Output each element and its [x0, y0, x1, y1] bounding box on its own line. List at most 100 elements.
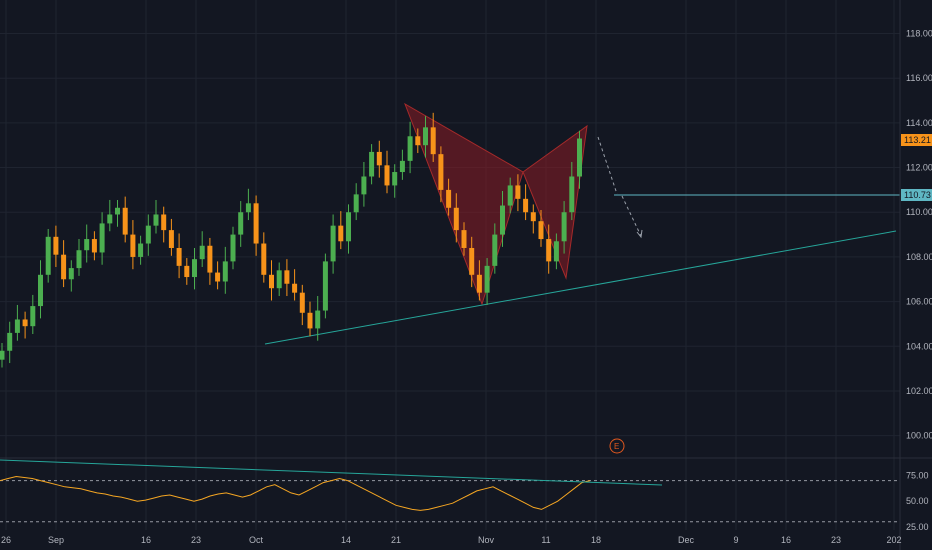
- x-tick-label: 23: [831, 535, 841, 545]
- projection-arrow-2[interactable]: [621, 195, 642, 237]
- candle-body[interactable]: [261, 243, 267, 275]
- candle-body[interactable]: [14, 319, 20, 333]
- candle-body[interactable]: [423, 127, 428, 146]
- candle-body[interactable]: [523, 198, 529, 213]
- candle-body[interactable]: [22, 319, 28, 327]
- candle-body[interactable]: [238, 212, 244, 235]
- candle-body[interactable]: [353, 194, 359, 213]
- y-tick-label: 108.00: [906, 252, 932, 262]
- candle-body[interactable]: [538, 221, 544, 240]
- candle-body[interactable]: [346, 212, 351, 242]
- candle-body[interactable]: [453, 207, 459, 231]
- candle-body[interactable]: [553, 241, 559, 262]
- candle-body[interactable]: [222, 261, 228, 282]
- candle-body[interactable]: [577, 138, 582, 177]
- candle-body[interactable]: [0, 350, 5, 360]
- candle-body[interactable]: [430, 127, 436, 155]
- candle-body[interactable]: [299, 292, 305, 313]
- time-axis[interactable]: 26 Sep 16 23 Oct 14 21 Nov 11 18 Dec 9 16 23 202: [1, 535, 902, 545]
- candle-body[interactable]: [384, 165, 390, 186]
- candle-body[interactable]: [153, 214, 159, 226]
- candle-body[interactable]: [207, 245, 213, 273]
- support-trendline[interactable]: [264, 230, 897, 345]
- candle-body[interactable]: [292, 283, 298, 293]
- candle-body[interactable]: [61, 254, 67, 280]
- candle-body[interactable]: [161, 214, 167, 231]
- candle-body[interactable]: [315, 310, 321, 329]
- x-tick-label: 21: [391, 535, 401, 545]
- candle-body[interactable]: [561, 212, 567, 242]
- candle-body[interactable]: [399, 160, 405, 173]
- candle-body[interactable]: [176, 247, 182, 266]
- candle-body[interactable]: [507, 185, 513, 206]
- candle-body[interactable]: [76, 250, 82, 269]
- candle-body[interactable]: [284, 270, 290, 284]
- candle-body[interactable]: [269, 274, 274, 289]
- candle-body[interactable]: [145, 225, 151, 244]
- candle-body[interactable]: [53, 236, 59, 255]
- projection-arrow-1[interactable]: [597, 136, 618, 195]
- rsi-line[interactable]: [0, 475, 591, 511]
- candle-body[interactable]: [253, 203, 259, 244]
- candle-body[interactable]: [392, 172, 398, 186]
- candle-body[interactable]: [192, 259, 197, 278]
- candle-body[interactable]: [184, 265, 190, 278]
- candle-body[interactable]: [138, 243, 144, 257]
- x-tick-label: 16: [781, 535, 791, 545]
- candle-body[interactable]: [569, 176, 575, 213]
- price-axis[interactable]: 100.00 102.00 104.00 106.00 108.00 110.00 112.…: [906, 29, 932, 441]
- x-tick-label: 23: [191, 535, 201, 545]
- candle-body[interactable]: [107, 214, 113, 224]
- x-tick-label: 202: [886, 535, 901, 545]
- candle-body[interactable]: [199, 245, 205, 260]
- candle-body[interactable]: [130, 234, 136, 257]
- candle-body[interactable]: [369, 151, 375, 177]
- candle-body[interactable]: [84, 239, 90, 251]
- candle-body[interactable]: [276, 270, 282, 289]
- candle-body[interactable]: [546, 239, 552, 262]
- rsi-tick-label: 75.00: [906, 470, 929, 480]
- candle-body[interactable]: [446, 189, 452, 208]
- candle-body[interactable]: [307, 312, 313, 329]
- candle-body[interactable]: [361, 176, 367, 195]
- candle-body[interactable]: [168, 230, 174, 248]
- candle-body[interactable]: [469, 247, 475, 275]
- candle-body[interactable]: [91, 239, 97, 253]
- target-price-tag: [901, 189, 932, 201]
- candle-body[interactable]: [500, 205, 505, 235]
- candle-body[interactable]: [330, 225, 336, 262]
- rsi-trendline[interactable]: [0, 459, 663, 486]
- candle-body[interactable]: [438, 154, 444, 190]
- candle-body[interactable]: [245, 203, 251, 213]
- candle-body[interactable]: [215, 272, 221, 282]
- candle-body[interactable]: [115, 207, 120, 215]
- candle-body[interactable]: [484, 265, 490, 293]
- candle-body[interactable]: [530, 212, 536, 222]
- earnings-marker-label: E: [614, 442, 619, 451]
- candle-body[interactable]: [338, 225, 344, 242]
- candle-body[interactable]: [515, 185, 521, 199]
- candle-body[interactable]: [415, 136, 421, 146]
- earnings-marker[interactable]: [609, 438, 625, 454]
- rsi-pane: 75.00 50.00 25.00: [0, 470, 929, 532]
- candle-body[interactable]: [476, 274, 482, 293]
- candle-body[interactable]: [407, 136, 413, 161]
- candle-body[interactable]: [7, 332, 13, 351]
- y-tick-label: 102.00: [906, 386, 932, 396]
- candle-body[interactable]: [30, 306, 36, 327]
- candle-body[interactable]: [492, 234, 498, 266]
- candle-body[interactable]: [230, 234, 236, 262]
- candle-body[interactable]: [99, 223, 105, 253]
- candle-body[interactable]: [376, 151, 382, 166]
- candle-body[interactable]: [322, 261, 328, 311]
- candle-body[interactable]: [38, 274, 43, 307]
- candle-body[interactable]: [122, 207, 128, 235]
- y-tick-label: 112.00: [906, 163, 932, 173]
- candle-body[interactable]: [68, 268, 74, 280]
- candle-body[interactable]: [461, 230, 467, 248]
- pattern-right-wing[interactable]: [522, 124, 588, 280]
- y-tick-label: 100.00: [906, 431, 932, 441]
- candle-body[interactable]: [45, 236, 51, 275]
